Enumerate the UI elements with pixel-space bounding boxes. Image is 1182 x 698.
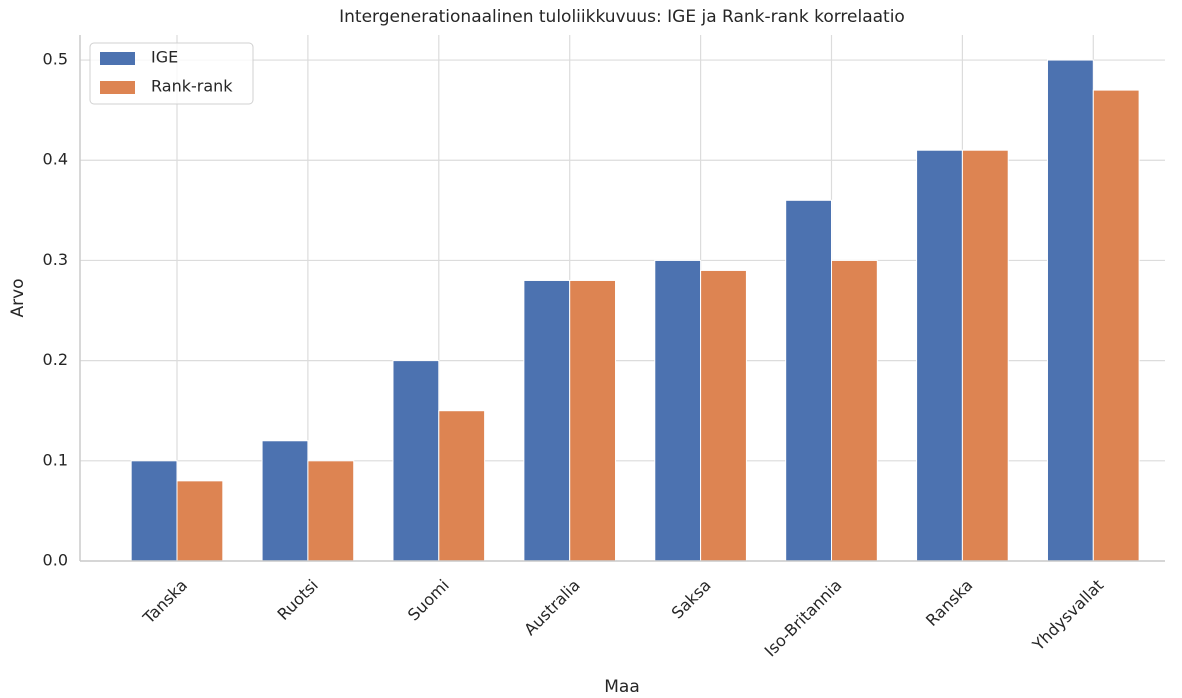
bar	[961, 149, 1009, 562]
bar	[261, 440, 309, 562]
chart-title: Intergenerationaalinen tuloliikkuvuus: I…	[339, 7, 905, 27]
legend-swatch	[100, 81, 135, 94]
bar	[831, 259, 878, 562]
bar	[569, 279, 617, 562]
bar	[523, 279, 571, 562]
bar	[392, 360, 440, 562]
y-tick-label: 0.0	[43, 551, 68, 570]
y-tick-label: 0.1	[43, 450, 68, 469]
x-axis-label: Maa	[604, 677, 640, 697]
bar	[1046, 59, 1094, 562]
legend: IGE Rank-rank	[89, 42, 254, 105]
bar	[785, 199, 832, 562]
x-tick-label: Suomi	[404, 576, 453, 625]
bar	[916, 149, 963, 562]
x-tick-label: Ruotsi	[274, 576, 322, 624]
bars	[130, 59, 1140, 562]
x-tick-label: Iso-Britannia	[761, 576, 846, 661]
x-tick-label: Saksa	[668, 576, 715, 623]
bar	[307, 460, 355, 562]
x-tick-label: Tanska	[139, 576, 191, 628]
y-tick-label: 0.4	[43, 150, 68, 169]
bar	[176, 480, 224, 562]
bar	[438, 410, 486, 562]
y-axis-label: Arvo	[8, 278, 28, 317]
x-tick-label: Australia	[520, 576, 583, 639]
legend-swatch	[100, 52, 135, 65]
y-tick-label: 0.2	[43, 350, 68, 369]
legend-label: IGE	[151, 48, 178, 67]
legend-label: Rank-rank	[151, 77, 233, 96]
bar	[654, 259, 702, 562]
bar	[1092, 89, 1140, 562]
y-tick-label: 0.3	[43, 250, 68, 269]
y-tick-label: 0.5	[43, 50, 68, 69]
x-tick-label: Ranska	[922, 576, 976, 630]
bar	[700, 269, 747, 562]
x-tick-label: Yhdysvallat	[1028, 576, 1107, 655]
bar	[130, 460, 178, 562]
